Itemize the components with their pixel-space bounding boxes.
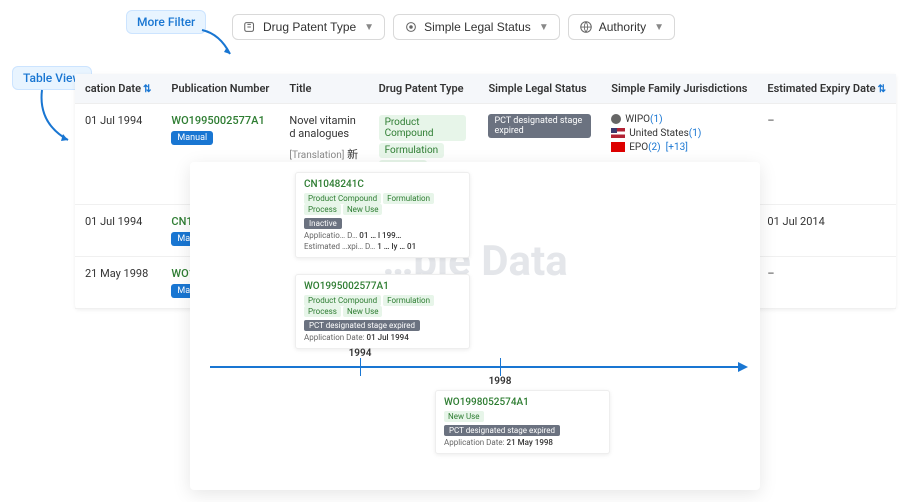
timeline-panel: …ple Data CN1048241C Product CompoundFor… <box>190 162 760 490</box>
timeline-card-pub: WO1998052574A1 <box>444 397 601 408</box>
timeline-tick <box>360 358 361 376</box>
col-title[interactable]: Title <box>279 74 368 104</box>
timeline-tick-label: 1994 <box>349 348 372 359</box>
arrow-table-view <box>36 88 80 148</box>
col-family-jurisdictions[interactable]: Simple Family Jurisdictions <box>601 74 757 104</box>
timeline-card-status: PCT designated stage expired <box>444 425 560 436</box>
cell-expiry: – <box>757 104 896 205</box>
cell-expiry: 01 Jul 2014 <box>757 205 896 257</box>
flag-epo-icon <box>611 142 625 152</box>
flag-wipo-icon <box>611 114 621 124</box>
sample-data-watermark: …ple Data <box>190 237 760 286</box>
col-publication-number[interactable]: Publication Number <box>161 74 279 104</box>
filter-drug-patent-type[interactable]: Drug Patent Type ▼ <box>232 14 385 40</box>
filter-label: Simple Legal Status <box>424 20 531 34</box>
filter-label: Authority <box>599 20 646 34</box>
juris-more-link[interactable]: [+13] <box>666 142 688 153</box>
sort-icon: ⇅ <box>878 84 886 95</box>
timeline-card-status: PCT designated stage expired <box>304 320 420 331</box>
chevron-down-icon: ▼ <box>364 22 374 33</box>
chevron-down-icon: ▼ <box>539 22 549 33</box>
col-drug-patent-type[interactable]: Drug Patent Type <box>369 74 479 104</box>
col-expiry-date[interactable]: Estimated Expiry Date⇅ <box>757 74 896 104</box>
juris-count-link[interactable]: (1) <box>689 128 702 139</box>
legal-status-icon <box>404 20 418 34</box>
title-text: Novel vitamin d analogues <box>289 114 358 140</box>
publication-link[interactable]: WO1995002577A1 <box>171 114 264 127</box>
timeline-tick-label: 1998 <box>489 376 512 387</box>
callout-more-filter: More Filter <box>126 10 206 34</box>
col-simple-legal-status[interactable]: Simple Legal Status <box>478 74 601 104</box>
cell-app-date: 21 May 1998 <box>75 257 161 309</box>
drug-patent-type-icon <box>243 20 257 34</box>
filter-authority[interactable]: Authority ▼ <box>568 14 675 40</box>
sort-icon: ⇅ <box>143 84 151 95</box>
timeline-card-tags: Product CompoundFormulation ProcessNew U… <box>304 193 461 215</box>
cell-app-date: 01 Jul 1994 <box>75 104 161 205</box>
flag-us-icon <box>611 128 625 138</box>
status-tag: PCT designated stage expired <box>488 114 591 138</box>
filter-bar: Drug Patent Type ▼ Simple Legal Status ▼… <box>232 14 675 40</box>
timeline-card-status: Inactive <box>304 218 342 229</box>
col-application-date[interactable]: cation Date⇅ <box>75 74 161 104</box>
cell-app-date: 01 Jul 1994 <box>75 205 161 257</box>
timeline-axis <box>210 366 740 368</box>
timeline-card[interactable]: WO1995002577A1 Product CompoundFormulati… <box>295 274 470 349</box>
chevron-down-icon: ▼ <box>654 22 664 33</box>
authority-icon <box>579 20 593 34</box>
timeline-card-tags: New Use <box>444 411 601 422</box>
timeline-card-pub: CN1048241C <box>304 179 461 190</box>
filter-simple-legal-status[interactable]: Simple Legal Status ▼ <box>393 14 560 40</box>
timeline-tick <box>500 358 501 376</box>
type-tag: Product Compound <box>379 115 467 141</box>
timeline-card-pub: WO1995002577A1 <box>304 281 461 292</box>
timeline-card-tags: Product CompoundFormulation ProcessNew U… <box>304 295 461 317</box>
manual-tag: Manual <box>171 131 213 145</box>
type-tag: Formulation <box>379 143 445 158</box>
filter-label: Drug Patent Type <box>263 20 356 34</box>
translation-label: [Translation] <box>289 150 344 161</box>
timeline-card[interactable]: WO1998052574A1 New Use PCT designated st… <box>435 390 610 454</box>
juris-count-link[interactable]: (1) <box>650 114 663 125</box>
timeline-card[interactable]: CN1048241C Product CompoundFormulation P… <box>295 172 470 258</box>
cell-expiry: – <box>757 257 896 309</box>
juris-count-link[interactable]: (2) <box>648 142 661 153</box>
